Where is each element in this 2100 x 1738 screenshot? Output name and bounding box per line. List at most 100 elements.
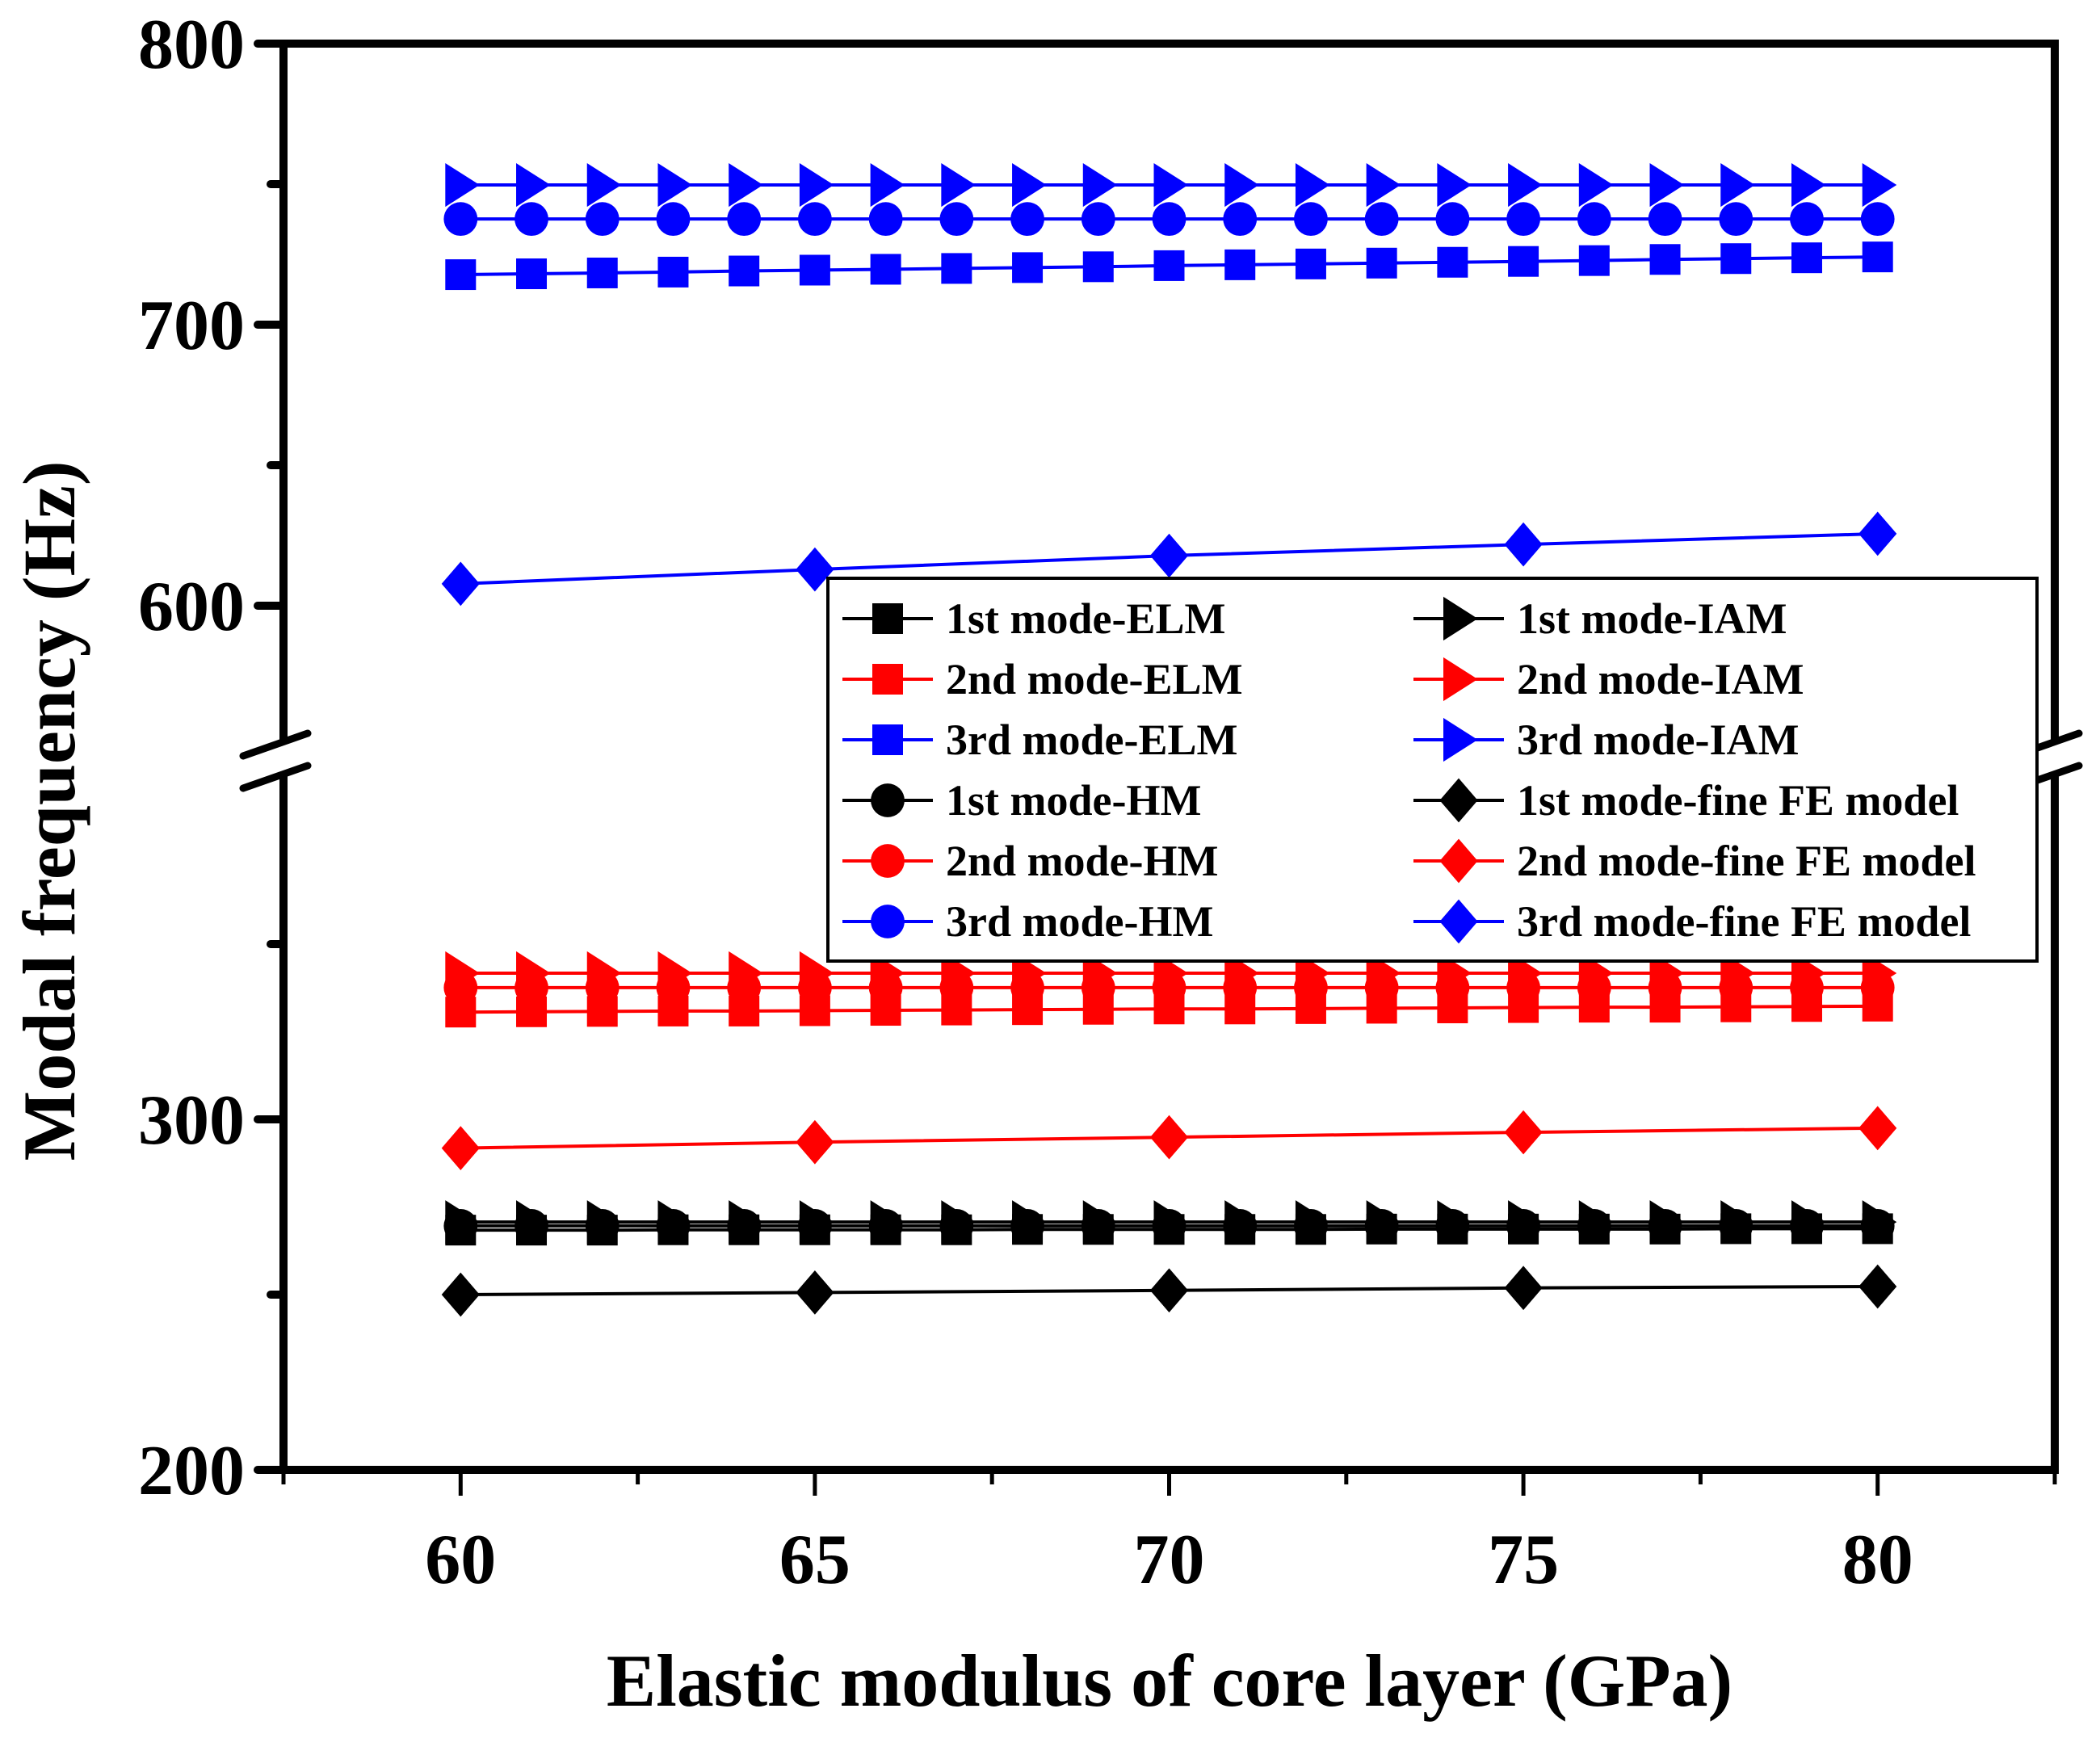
data-point xyxy=(441,1126,480,1170)
legend-box xyxy=(826,577,2039,963)
legend-label: 1st mode-IAM xyxy=(1517,594,1787,643)
data-point xyxy=(799,951,834,996)
data-point xyxy=(1435,202,1470,237)
data-point xyxy=(1508,162,1543,208)
data-point xyxy=(939,202,974,237)
data-point xyxy=(1082,162,1118,208)
data-point xyxy=(1720,243,1752,275)
data-point xyxy=(441,561,480,607)
data-point xyxy=(1012,252,1044,283)
data-point xyxy=(798,202,832,237)
data-point xyxy=(1578,1200,1614,1245)
data-point xyxy=(586,951,622,996)
data-point xyxy=(1295,1200,1330,1245)
y-tick-label: 200 xyxy=(138,1432,245,1510)
data-point xyxy=(516,162,551,208)
data-point xyxy=(1790,202,1824,237)
data-point xyxy=(1719,202,1754,237)
data-point xyxy=(1578,245,1610,276)
legend-label: 3rd mode-ELM xyxy=(946,716,1237,764)
data-point xyxy=(1364,202,1399,237)
data-point xyxy=(1366,247,1397,279)
legend-label: 2nd mode-fine FE model xyxy=(1517,837,1976,885)
data-point xyxy=(1295,248,1326,279)
legend-item: 2nd mode-fine FE model xyxy=(1413,837,1976,885)
data-point xyxy=(729,951,763,996)
data-point xyxy=(1010,202,1044,237)
data-point xyxy=(1504,1110,1543,1155)
data-point xyxy=(1153,162,1189,208)
data-point xyxy=(1082,251,1114,283)
data-point xyxy=(870,1200,905,1245)
legend-label: 2nd mode-HM xyxy=(946,837,1219,885)
data-point xyxy=(1858,1106,1897,1151)
data-point xyxy=(1862,162,1897,208)
data-point xyxy=(445,1200,480,1245)
data-point xyxy=(516,1200,551,1245)
legend-label: 1st mode-ELM xyxy=(946,594,1225,643)
legend-item: 1st mode-fine FE model xyxy=(1413,776,1959,825)
data-point xyxy=(1720,1200,1755,1245)
series-1st-mode-iam xyxy=(445,1200,1897,1245)
data-point xyxy=(796,547,834,592)
data-point xyxy=(1858,1264,1897,1309)
data-point xyxy=(1504,1266,1543,1311)
series-3rd-mode-hm xyxy=(443,202,1895,237)
series-3rd-mode-elm xyxy=(445,241,1893,291)
data-point xyxy=(729,255,760,287)
legend-label: 3rd mode-fine FE model xyxy=(1517,897,1971,946)
legend-marker-triangle-right-icon xyxy=(1443,657,1478,702)
data-point xyxy=(729,162,763,208)
data-point xyxy=(1791,162,1826,208)
data-point xyxy=(445,951,480,996)
x-tick-label: 75 xyxy=(1488,1521,1559,1599)
left-axis-break-mark xyxy=(239,762,312,792)
legend-item: 3rd mode-IAM xyxy=(1413,716,1799,764)
data-point xyxy=(870,254,901,285)
data-point xyxy=(586,162,622,208)
data-point xyxy=(1860,202,1895,237)
data-point xyxy=(1437,162,1472,208)
legend-marker-square-icon xyxy=(872,664,903,695)
data-point xyxy=(656,202,691,237)
legend-marker-square-icon xyxy=(872,724,903,755)
data-point xyxy=(1081,202,1115,237)
data-point xyxy=(1504,522,1543,567)
data-point xyxy=(514,202,548,237)
series-3rd-mode-fine-fe-model xyxy=(441,511,1897,607)
legend-item: 1st mode-ELM xyxy=(842,594,1225,643)
legend-item: 1st mode-HM xyxy=(842,776,1201,825)
data-point xyxy=(1720,162,1755,208)
data-point xyxy=(1649,1200,1685,1245)
series-2nd-mode-fine-fe-model xyxy=(441,1106,1897,1170)
legend-item: 3rd mode-fine FE model xyxy=(1413,897,1971,946)
data-point xyxy=(586,1200,622,1245)
data-point xyxy=(1508,1200,1543,1245)
data-point xyxy=(799,254,830,286)
data-point xyxy=(1862,241,1893,273)
data-point xyxy=(1153,1200,1189,1245)
legend-marker-diamond-icon xyxy=(1439,899,1478,944)
data-point xyxy=(1437,1200,1472,1245)
legend-label: 2nd mode-ELM xyxy=(946,655,1243,703)
legend-item: 1st mode-IAM xyxy=(1413,594,1787,643)
data-point xyxy=(796,1270,834,1315)
data-point xyxy=(870,162,905,208)
data-point xyxy=(796,1119,834,1165)
legend-item: 2nd mode-IAM xyxy=(1413,655,1804,703)
left-axis-break-mark xyxy=(239,729,312,760)
data-point xyxy=(1506,202,1540,237)
data-point xyxy=(1791,242,1822,274)
data-point xyxy=(1578,162,1614,208)
data-point xyxy=(941,253,972,284)
data-point xyxy=(445,259,477,291)
data-point xyxy=(657,162,693,208)
y-tick-label: 600 xyxy=(138,568,245,646)
data-point xyxy=(1791,1200,1826,1245)
data-point xyxy=(443,202,478,237)
legend-item: 3rd mode-HM xyxy=(842,897,1213,946)
legend-label: 2nd mode-IAM xyxy=(1517,655,1804,703)
data-point xyxy=(799,1200,834,1245)
data-point xyxy=(941,162,976,208)
legend-label: 3rd mode-HM xyxy=(946,897,1213,946)
